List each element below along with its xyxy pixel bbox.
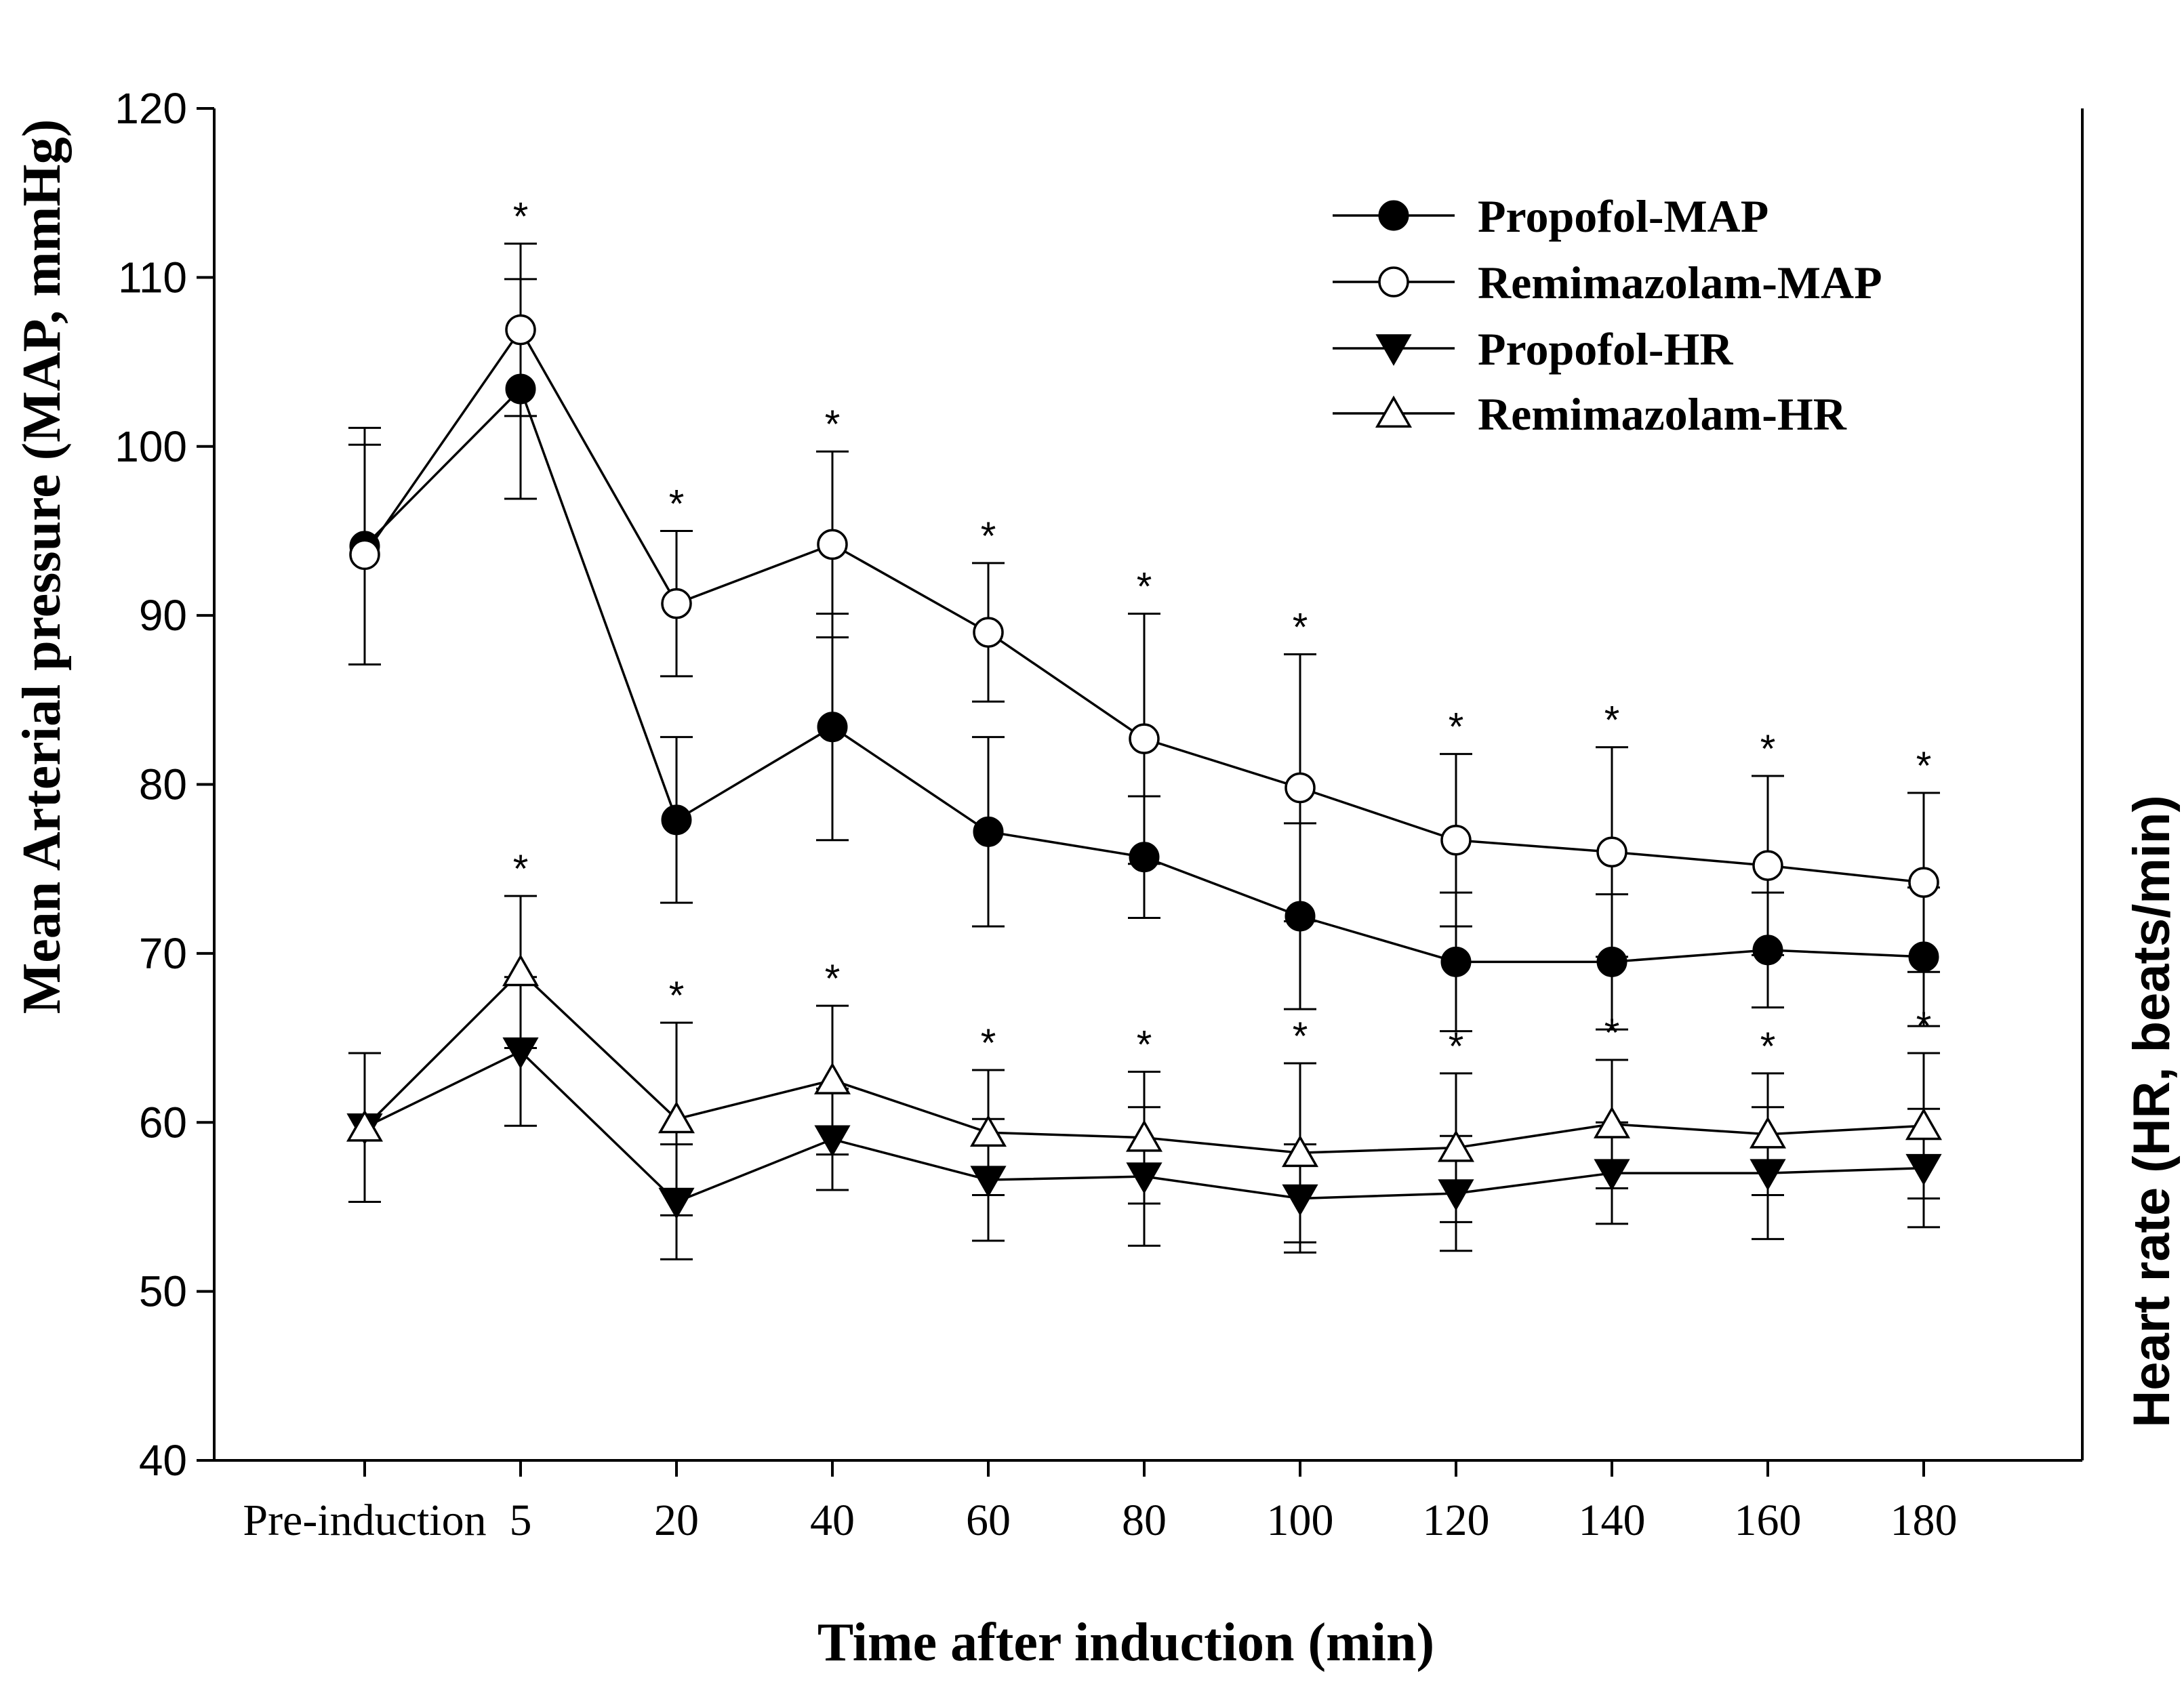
significance-star-map: *	[1293, 605, 1308, 649]
significance-star-map: *	[825, 403, 841, 447]
y-ticks: 40 50 60 70 80 90 100 110 120	[115, 84, 214, 1485]
marker-filled-circle	[1378, 200, 1409, 231]
legend-label: Remimazolam-HR	[1478, 388, 1847, 440]
significance-star-hr: *	[1760, 1025, 1776, 1069]
y-tick-label: 50	[139, 1267, 187, 1316]
marker-filled-circle	[817, 712, 848, 743]
significance-star-map: *	[1137, 565, 1152, 609]
significance-star-map: *	[513, 195, 529, 239]
marker-open-circle	[1908, 867, 1939, 898]
marker-open-triangle-up	[1281, 1134, 1319, 1168]
marker-open-triangle-up	[1437, 1130, 1475, 1162]
x-tick-label: 20	[654, 1496, 699, 1545]
y-tick-label: 60	[139, 1098, 187, 1147]
series-remimazolam-hr	[346, 895, 1943, 1244]
marker-filled-circle	[1440, 946, 1472, 977]
marker-open-circle	[1440, 825, 1472, 856]
significance-markers: * * * * * * * * * * * * * * * * * * * *	[513, 195, 1932, 1069]
legend-entry: Propofol-HR	[1333, 323, 1733, 375]
significance-star-hr: *	[513, 847, 529, 891]
legend-label: Remimazolam-MAP	[1478, 257, 1882, 308]
x-tick-label: 5	[510, 1496, 532, 1545]
x-ticks: Pre-induction 5 20 40 60 80 100 120 140 160 180	[243, 1460, 1958, 1545]
marker-open-triangle-up	[1749, 1116, 1787, 1149]
significance-star-hr: *	[981, 1021, 996, 1065]
marker-open-circle	[661, 588, 692, 619]
y-tick-label: 40	[139, 1436, 187, 1485]
significance-star-map: *	[669, 482, 685, 526]
x-tick-label: 40	[810, 1496, 855, 1545]
marker-open-triangle-up	[969, 1114, 1007, 1147]
series-remimazolam-map	[348, 243, 1940, 973]
legend-entry: Remimazolam-HR	[1333, 388, 1847, 440]
y-axis-title-right: Heart rate (HR, beats/min)	[2123, 795, 2181, 1427]
y-tick-label: 110	[118, 253, 187, 302]
significance-star-map: *	[1604, 699, 1620, 743]
x-tick-label: 160	[1735, 1496, 1802, 1545]
marker-open-triangle-up	[1375, 395, 1413, 428]
legend-entry: Remimazolam-MAP	[1333, 257, 1882, 308]
marker-open-triangle-up	[346, 1109, 384, 1142]
marker-open-circle	[1752, 850, 1783, 881]
significance-star-hr: *	[825, 957, 841, 1001]
y-tick-label: 90	[139, 591, 187, 640]
y-tick-label: 80	[139, 760, 187, 809]
significance-star-hr: *	[669, 974, 685, 1018]
marker-open-triangle-up	[502, 953, 540, 987]
marker-open-circle	[1596, 836, 1627, 867]
significance-star-map: *	[1760, 727, 1776, 771]
marker-open-triangle-up	[1593, 1106, 1631, 1138]
x-tick-label: Pre-induction	[243, 1496, 486, 1545]
significance-star-hr: *	[1916, 1004, 1932, 1048]
marker-open-circle	[973, 617, 1004, 648]
marker-filled-triangle-down	[1375, 334, 1412, 366]
significance-star-hr: *	[1604, 1011, 1620, 1055]
legend-label: Propofol-MAP	[1478, 190, 1768, 242]
x-axis-title: Time after induction (min)	[817, 1613, 1434, 1673]
x-tick-label: 120	[1423, 1496, 1490, 1545]
significance-star-map: *	[1916, 744, 1932, 788]
significance-star-hr: *	[1449, 1025, 1464, 1069]
marker-filled-circle	[973, 816, 1004, 847]
marker-open-circle	[349, 539, 380, 571]
marker-open-circle	[817, 529, 848, 560]
legend: Propofol-MAP Remimazolam-MAP Propofol-HR Re…	[1333, 190, 1882, 440]
x-tick-label: 140	[1579, 1496, 1646, 1545]
significance-star-hr: *	[1293, 1014, 1308, 1059]
legend-label: Propofol-HR	[1478, 323, 1733, 375]
legend-entry: Propofol-MAP	[1333, 190, 1768, 242]
marker-open-circle	[505, 314, 536, 346]
y-tick-label: 120	[115, 84, 187, 133]
x-tick-label: 180	[1890, 1496, 1958, 1545]
y-tick-label: 100	[115, 422, 187, 471]
plot-area: * * * * * * * * * * * * * * * * * * * *	[346, 195, 1943, 1260]
marker-filled-circle	[661, 804, 692, 836]
marker-open-triangle-up	[1905, 1107, 1943, 1141]
marker-open-circle	[1285, 772, 1316, 804]
marker-open-triangle-up	[1125, 1120, 1163, 1152]
significance-star-map: *	[1449, 705, 1464, 750]
axes	[213, 108, 2084, 1462]
marker-open-triangle-up	[658, 1101, 695, 1134]
significance-star-map: *	[981, 514, 996, 558]
y-tick-label: 70	[139, 929, 187, 978]
significance-star-hr: *	[1137, 1023, 1152, 1067]
x-tick-label: 80	[1122, 1496, 1167, 1545]
x-tick-label: 100	[1267, 1496, 1334, 1545]
marker-open-triangle-up	[813, 1062, 851, 1094]
x-tick-label: 60	[966, 1496, 1011, 1545]
marker-open-circle	[1129, 723, 1160, 754]
marker-open-circle	[1378, 266, 1409, 297]
y-axis-title: Mean Arterial pressure (MAP, mmHg)	[12, 119, 72, 1014]
